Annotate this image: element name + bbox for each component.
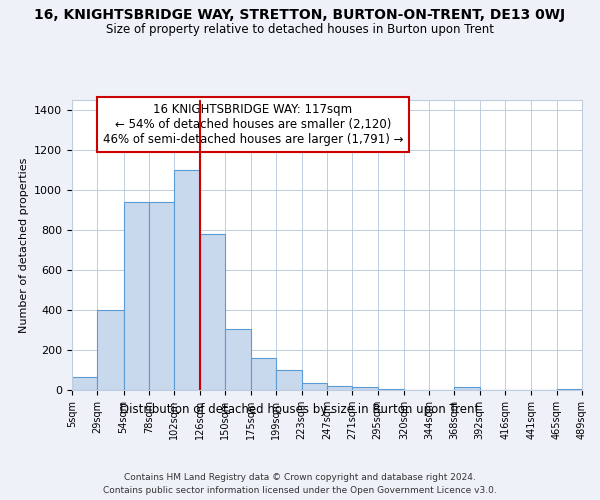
Bar [149, 202, 174, 390]
Bar [225, 329, 251, 390]
Text: Distribution of detached houses by size in Burton upon Trent: Distribution of detached houses by size … [121, 402, 479, 415]
Bar [174, 170, 199, 390]
Bar [327, 386, 352, 390]
Text: Contains HM Land Registry data © Crown copyright and database right 2024.: Contains HM Land Registry data © Crown c… [124, 472, 476, 482]
Y-axis label: Number of detached properties: Number of detached properties [19, 158, 29, 332]
Bar [277, 370, 302, 390]
Bar [352, 387, 377, 390]
Text: Contains public sector information licensed under the Open Government Licence v3: Contains public sector information licen… [103, 486, 497, 495]
Text: 16 KNIGHTSBRIDGE WAY: 117sqm
← 54% of detached houses are smaller (2,120)
46% of: 16 KNIGHTSBRIDGE WAY: 117sqm ← 54% of de… [103, 103, 403, 146]
Bar [251, 358, 277, 390]
Bar [302, 383, 327, 390]
Text: Size of property relative to detached houses in Burton upon Trent: Size of property relative to detached ho… [106, 22, 494, 36]
Bar [455, 387, 480, 390]
Bar [124, 202, 149, 390]
Bar [72, 377, 97, 390]
Text: 16, KNIGHTSBRIDGE WAY, STRETTON, BURTON-ON-TRENT, DE13 0WJ: 16, KNIGHTSBRIDGE WAY, STRETTON, BURTON-… [34, 8, 566, 22]
Bar [97, 310, 124, 390]
Bar [199, 234, 225, 390]
